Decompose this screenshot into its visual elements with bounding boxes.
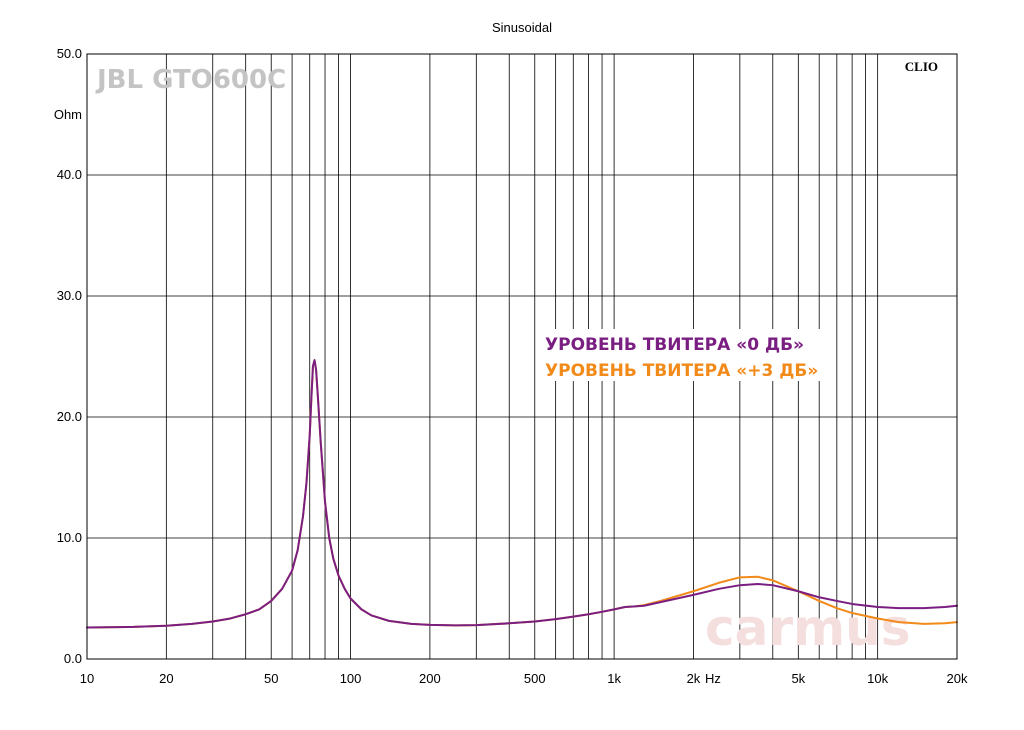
x-axis-label: Hz xyxy=(705,671,721,686)
x-tick-label: 20 xyxy=(159,671,173,686)
x-tick-label: 50 xyxy=(264,671,278,686)
x-tick-label: 100 xyxy=(340,671,362,686)
series-line-3db xyxy=(86,359,958,629)
axis-ticks: 10 20 50 100 200 500 1k 2k 5k 10k 20k 0.0 10.0 20.0 30… xyxy=(57,46,968,686)
y-tick-label: 40.0 xyxy=(57,167,82,182)
watermark-layer: carmus xyxy=(705,599,911,657)
x-tick-label: 20k xyxy=(947,671,968,686)
plot-frame xyxy=(86,53,958,660)
y-tick-label: 30.0 xyxy=(57,288,82,303)
legend: УРОВЕНЬ ТВИТЕРА «0 ДБ» УРОВЕНЬ ТВИТЕРА «… xyxy=(540,329,830,381)
y-tick-label: 50.0 xyxy=(57,46,82,61)
legend-background xyxy=(540,329,830,381)
chart-title: Sinusoidal xyxy=(492,20,552,35)
y-axis-label: Ohm xyxy=(54,107,82,122)
legend-entry-0db: УРОВЕНЬ ТВИТЕРА «0 ДБ» xyxy=(545,335,804,355)
series-layer xyxy=(86,359,958,629)
x-tick-label: 2k xyxy=(687,671,701,686)
software-label: CLIO xyxy=(905,59,938,74)
series-line-0db xyxy=(86,359,958,629)
y-tick-label: 20.0 xyxy=(57,409,82,424)
y-tick-label: 0.0 xyxy=(64,651,82,666)
x-tick-label: 500 xyxy=(524,671,546,686)
x-tick-label: 200 xyxy=(419,671,441,686)
legend-entry-3db: УРОВЕНЬ ТВИТЕРА «+3 ДБ» xyxy=(545,361,818,381)
watermark-text: carmus xyxy=(705,599,911,657)
y-tick-label: 10.0 xyxy=(57,530,82,545)
x-tick-label: 10 xyxy=(80,671,94,686)
brand-label: JBL GTO600C xyxy=(95,65,286,95)
x-tick-label: 1k xyxy=(607,671,621,686)
x-tick-label: 5k xyxy=(791,671,805,686)
x-tick-label: 10k xyxy=(867,671,888,686)
